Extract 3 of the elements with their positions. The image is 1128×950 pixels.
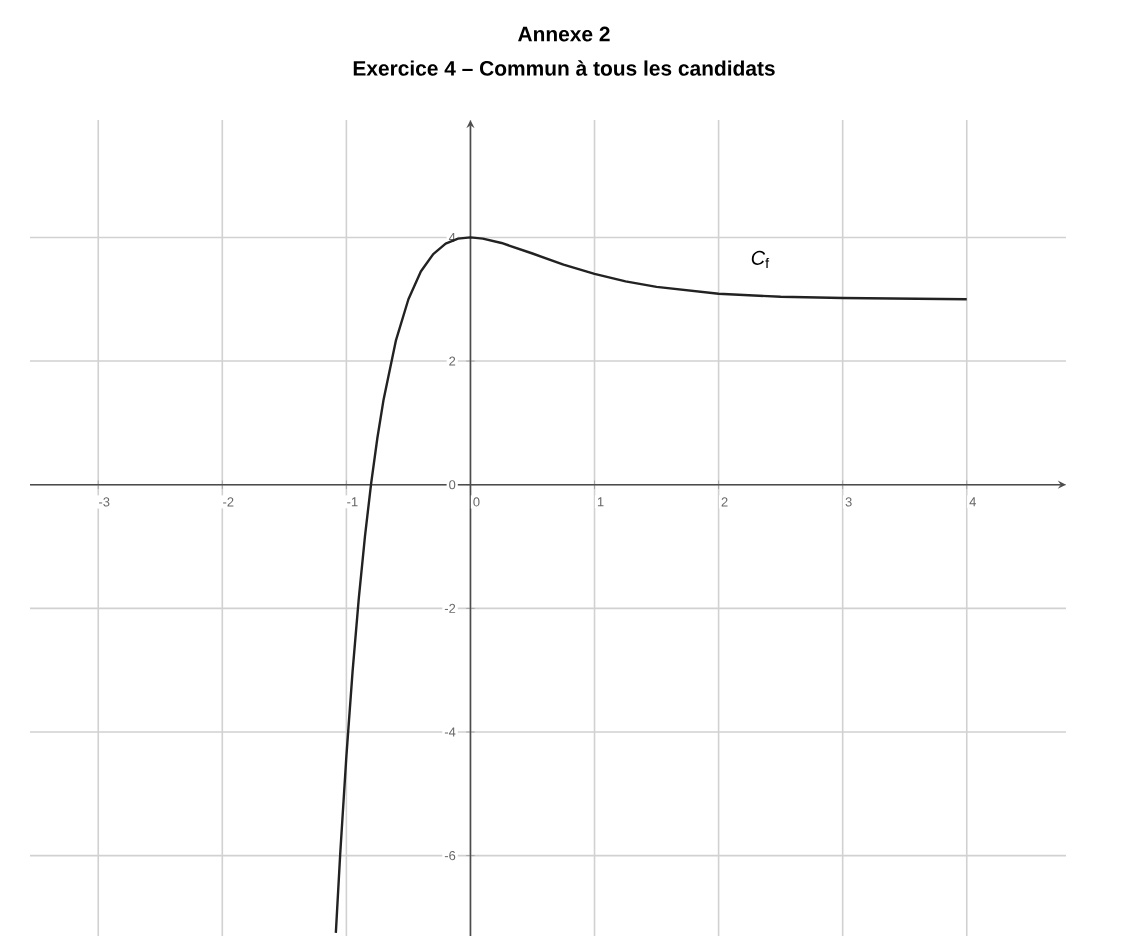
annotation: C$_{f}$ <box>751 250 770 268</box>
chart-title: Annexe 2 <box>518 26 610 42</box>
chart-subtitle: Exercice 4 – Commun à tous les candidats <box>353 60 775 76</box>
